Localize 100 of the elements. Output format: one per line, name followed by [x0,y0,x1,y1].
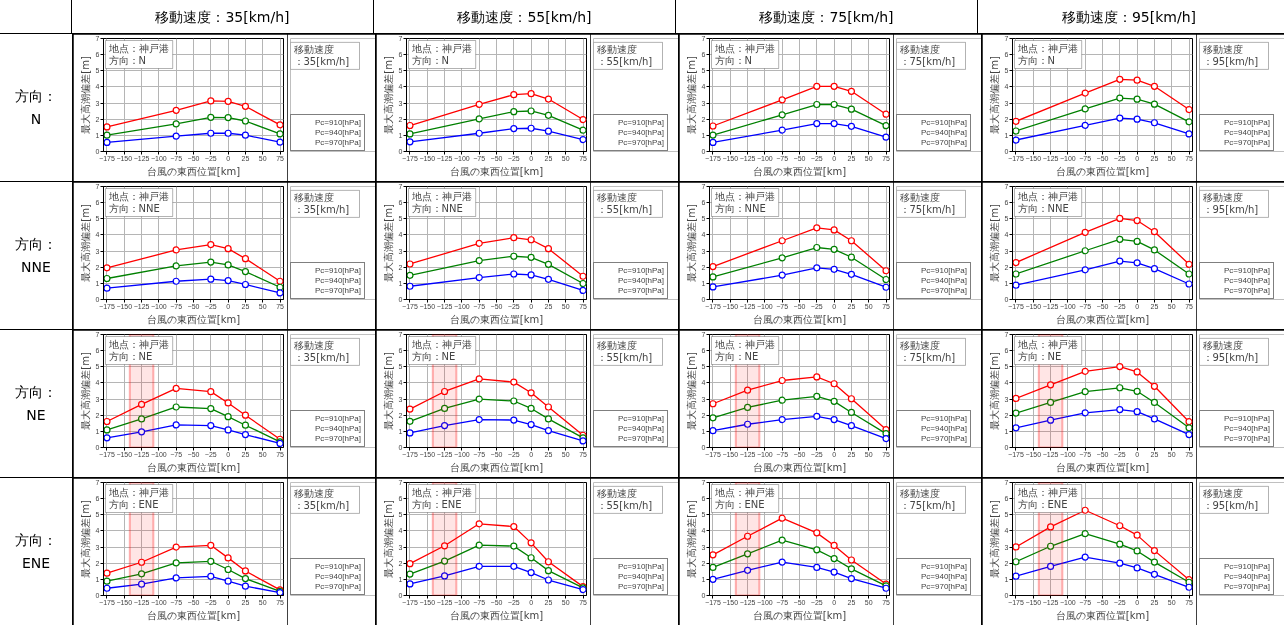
text: Pc=970[hPa] [618,138,665,147]
text: Pc=910[hPa] [618,266,665,275]
annotation: 方向：ENE [714,498,765,510]
text: Pc=970[hPa] [315,286,362,295]
text: ：95[km/h] [1202,499,1259,511]
text: Pc=910[hPa] [315,266,362,275]
x-axis-title: 台風の東西位置[km] [146,313,241,325]
chart-title: 移動速度：35[km/h] [72,0,374,33]
text: Pc=910[hPa] [921,562,968,571]
x-axis-title: 台風の東西位置[km] [752,313,847,325]
x-axis-title: 台風の東西位置[km] [449,461,544,473]
text: Pc=910[hPa] [921,414,968,423]
text: Pc=940[hPa] [921,128,968,137]
chart-title: 移動速度：75[km/h] [676,0,978,33]
x-axis-title: 台風の東西位置[km] [449,313,544,325]
y-axis-title: 最大高潮偏差[m] [382,500,394,578]
text: Pc=940[hPa] [618,128,665,137]
text: 移動速度 [899,340,940,352]
text: 移動速度 [596,44,637,56]
text: ：75[km/h] [899,203,956,215]
x-axis-title: 台風の東西位置[km] [449,165,544,177]
text: ：55[km/h] [596,55,653,67]
text: Pc=970[hPa] [1224,286,1271,295]
text: Pc=970[hPa] [1224,582,1271,591]
annotation: 地点：神戸港 [107,190,169,202]
text: Pc=940[hPa] [315,276,362,285]
annotation: 地点：神戸港 [713,338,775,350]
text: 移動速度 [1202,44,1243,56]
text: Pc=970[hPa] [921,138,968,147]
y-axis-title: 最大高潮偏差[m] [685,352,697,430]
annotation: 方向：N [714,54,752,66]
text: ：75[km/h] [899,55,956,67]
annotation: 方向：NNE [1017,202,1069,214]
text: ：95[km/h] [1202,203,1259,215]
text: Pc=910[hPa] [1224,266,1271,275]
annotation: 方向：N [1017,54,1055,66]
text: Pc=910[hPa] [618,414,665,423]
text: Pc=970[hPa] [618,434,665,443]
annotation: 方向：NE [108,350,153,362]
x-axis-title: 台風の東西位置[km] [146,609,241,621]
y-axis-title: 最大高潮偏差[m] [988,56,1000,134]
text: Pc=970[hPa] [921,582,968,591]
y-axis-title: 最大高潮偏差[m] [382,56,394,134]
y-axis-title: 最大高潮偏差[m] [685,500,697,578]
text: Pc=970[hPa] [315,434,362,443]
text: 移動速度 [293,44,334,56]
annotation: 方向：NE [411,350,456,362]
text: Pc=910[hPa] [1224,562,1271,571]
text: 移動速度 [596,192,637,204]
text: ：35[km/h] [293,499,350,511]
text: 方向：ENE [0,478,72,625]
text: Pc=940[hPa] [618,276,665,285]
text: Pc=940[hPa] [315,572,362,581]
text: ：75[km/h] [899,351,956,363]
x-axis-title: 台風の東西位置[km] [1055,165,1150,177]
text: Pc=940[hPa] [1224,424,1271,433]
y-axis-title: 最大高潮偏差[m] [382,204,394,282]
y-axis-title: 最大高潮偏差[m] [79,500,91,578]
text: Pc=910[hPa] [315,414,362,423]
x-axis-title: 台風の東西位置[km] [752,461,847,473]
annotation: 地点：神戸港 [1016,486,1078,498]
text: Pc=940[hPa] [618,572,665,581]
x-axis-title: 台風の東西位置[km] [449,609,544,621]
text: Pc=940[hPa] [1224,572,1271,581]
text: 方向：NE [0,330,72,477]
text: Pc=910[hPa] [618,562,665,571]
annotation: 地点：神戸港 [1016,190,1078,202]
annotation: 地点：神戸港 [107,486,169,498]
annotation: 地点：神戸港 [410,486,472,498]
text: 移動速度 [293,488,334,500]
annotation: 地点：神戸港 [1016,42,1078,54]
annotation: 地点：神戸港 [713,190,775,202]
text: ：35[km/h] [293,203,350,215]
text: Pc=910[hPa] [315,562,362,571]
annotation: 方向：N [411,54,449,66]
text: Pc=940[hPa] [618,424,665,433]
text: 移動速度 [899,488,940,500]
text: 移動速度 [1202,488,1243,500]
annotation: 方向：NNE [714,202,766,214]
text: 移動速度 [1202,192,1243,204]
text: 移動速度 [899,192,940,204]
x-axis-title: 台風の東西位置[km] [752,165,847,177]
x-axis-title: 台風の東西位置[km] [1055,461,1150,473]
annotation: 地点：神戸港 [410,190,472,202]
text: Pc=970[hPa] [315,582,362,591]
text: 移動速度 [293,192,334,204]
annotation: 方向：ENE [108,498,159,510]
x-axis-title: 台風の東西位置[km] [146,165,241,177]
annotation: 方向：NE [714,350,759,362]
annotation: 地点：神戸港 [410,338,472,350]
text: Pc=940[hPa] [921,572,968,581]
text: Pc=970[hPa] [618,286,665,295]
annotation: 地点：神戸港 [107,42,169,54]
text: ：55[km/h] [596,203,653,215]
text: Pc=970[hPa] [618,582,665,591]
x-axis-title: 台風の東西位置[km] [1055,313,1150,325]
text: ：75[km/h] [899,499,956,511]
text: 方向：N [0,34,72,181]
y-axis-title: 最大高潮偏差[m] [685,204,697,282]
text: Pc=940[hPa] [921,276,968,285]
